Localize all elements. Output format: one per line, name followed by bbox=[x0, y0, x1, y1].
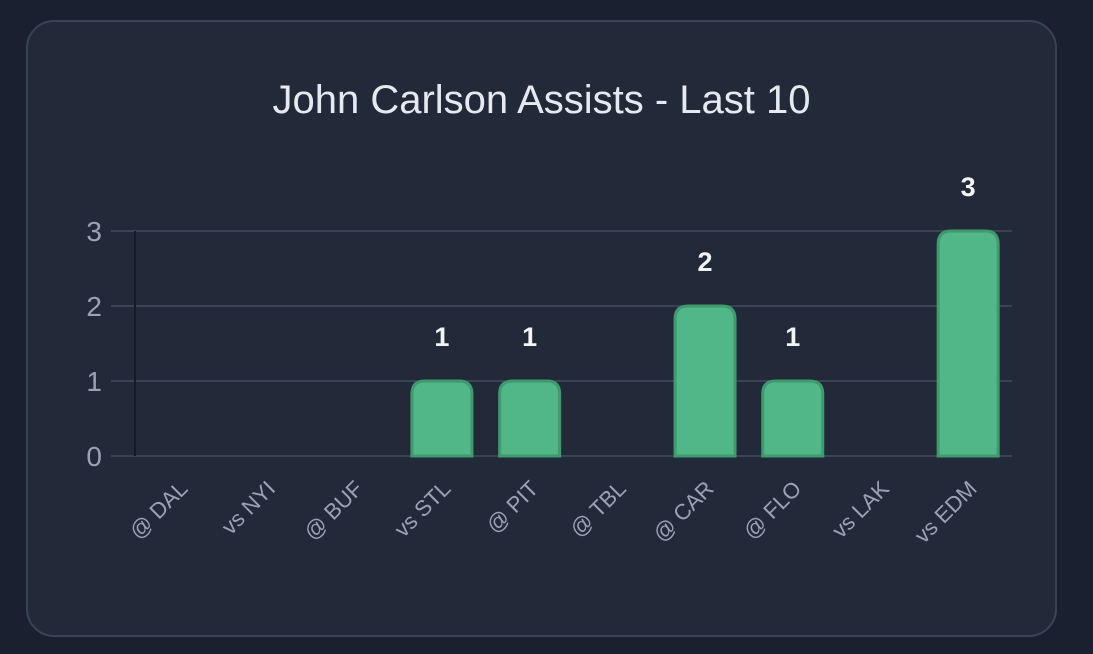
data-label: 3 bbox=[961, 172, 976, 202]
x-tick-label: @ DAL bbox=[124, 476, 192, 544]
x-tick-label: vs NYI bbox=[217, 476, 280, 539]
value-labels: 1 1 2 1 3 bbox=[434, 172, 975, 352]
x-tick-label: vs EDM bbox=[910, 476, 982, 548]
x-tick-label: @ TBL bbox=[565, 476, 631, 542]
y-axis: 0 1 2 3 bbox=[86, 216, 136, 472]
bar-vs-edm bbox=[936, 229, 1000, 458]
x-tick-label: @ PIT bbox=[481, 476, 543, 538]
x-axis-labels: @ DAL vs NYI @ BUF vs STL @ PIT @ TBL @ CAR @ F… bbox=[124, 476, 981, 548]
bar-car bbox=[673, 304, 737, 458]
data-label: 1 bbox=[522, 322, 537, 352]
data-label: 1 bbox=[434, 322, 449, 352]
bars bbox=[410, 229, 1000, 458]
chart-title: John Carlson Assists - Last 10 bbox=[272, 78, 811, 122]
chart-card bbox=[26, 20, 1057, 637]
bar-vs-stl bbox=[410, 379, 474, 458]
bar-flo bbox=[761, 379, 825, 458]
x-tick-label: @ BUF bbox=[299, 476, 368, 545]
y-tick-label: 1 bbox=[86, 366, 102, 397]
y-tick-label: 3 bbox=[86, 216, 102, 247]
x-tick-label: vs STL bbox=[389, 476, 455, 542]
gridlines bbox=[111, 230, 1012, 457]
data-label: 2 bbox=[698, 247, 713, 277]
y-tick-label: 2 bbox=[86, 291, 102, 322]
x-tick-label: @ FLO bbox=[738, 476, 806, 544]
bar-pit bbox=[498, 379, 562, 458]
data-label: 1 bbox=[785, 322, 800, 352]
x-tick-label: vs LAK bbox=[827, 476, 894, 543]
x-tick-label: @ CAR bbox=[648, 476, 719, 547]
y-tick-label: 0 bbox=[86, 441, 102, 472]
